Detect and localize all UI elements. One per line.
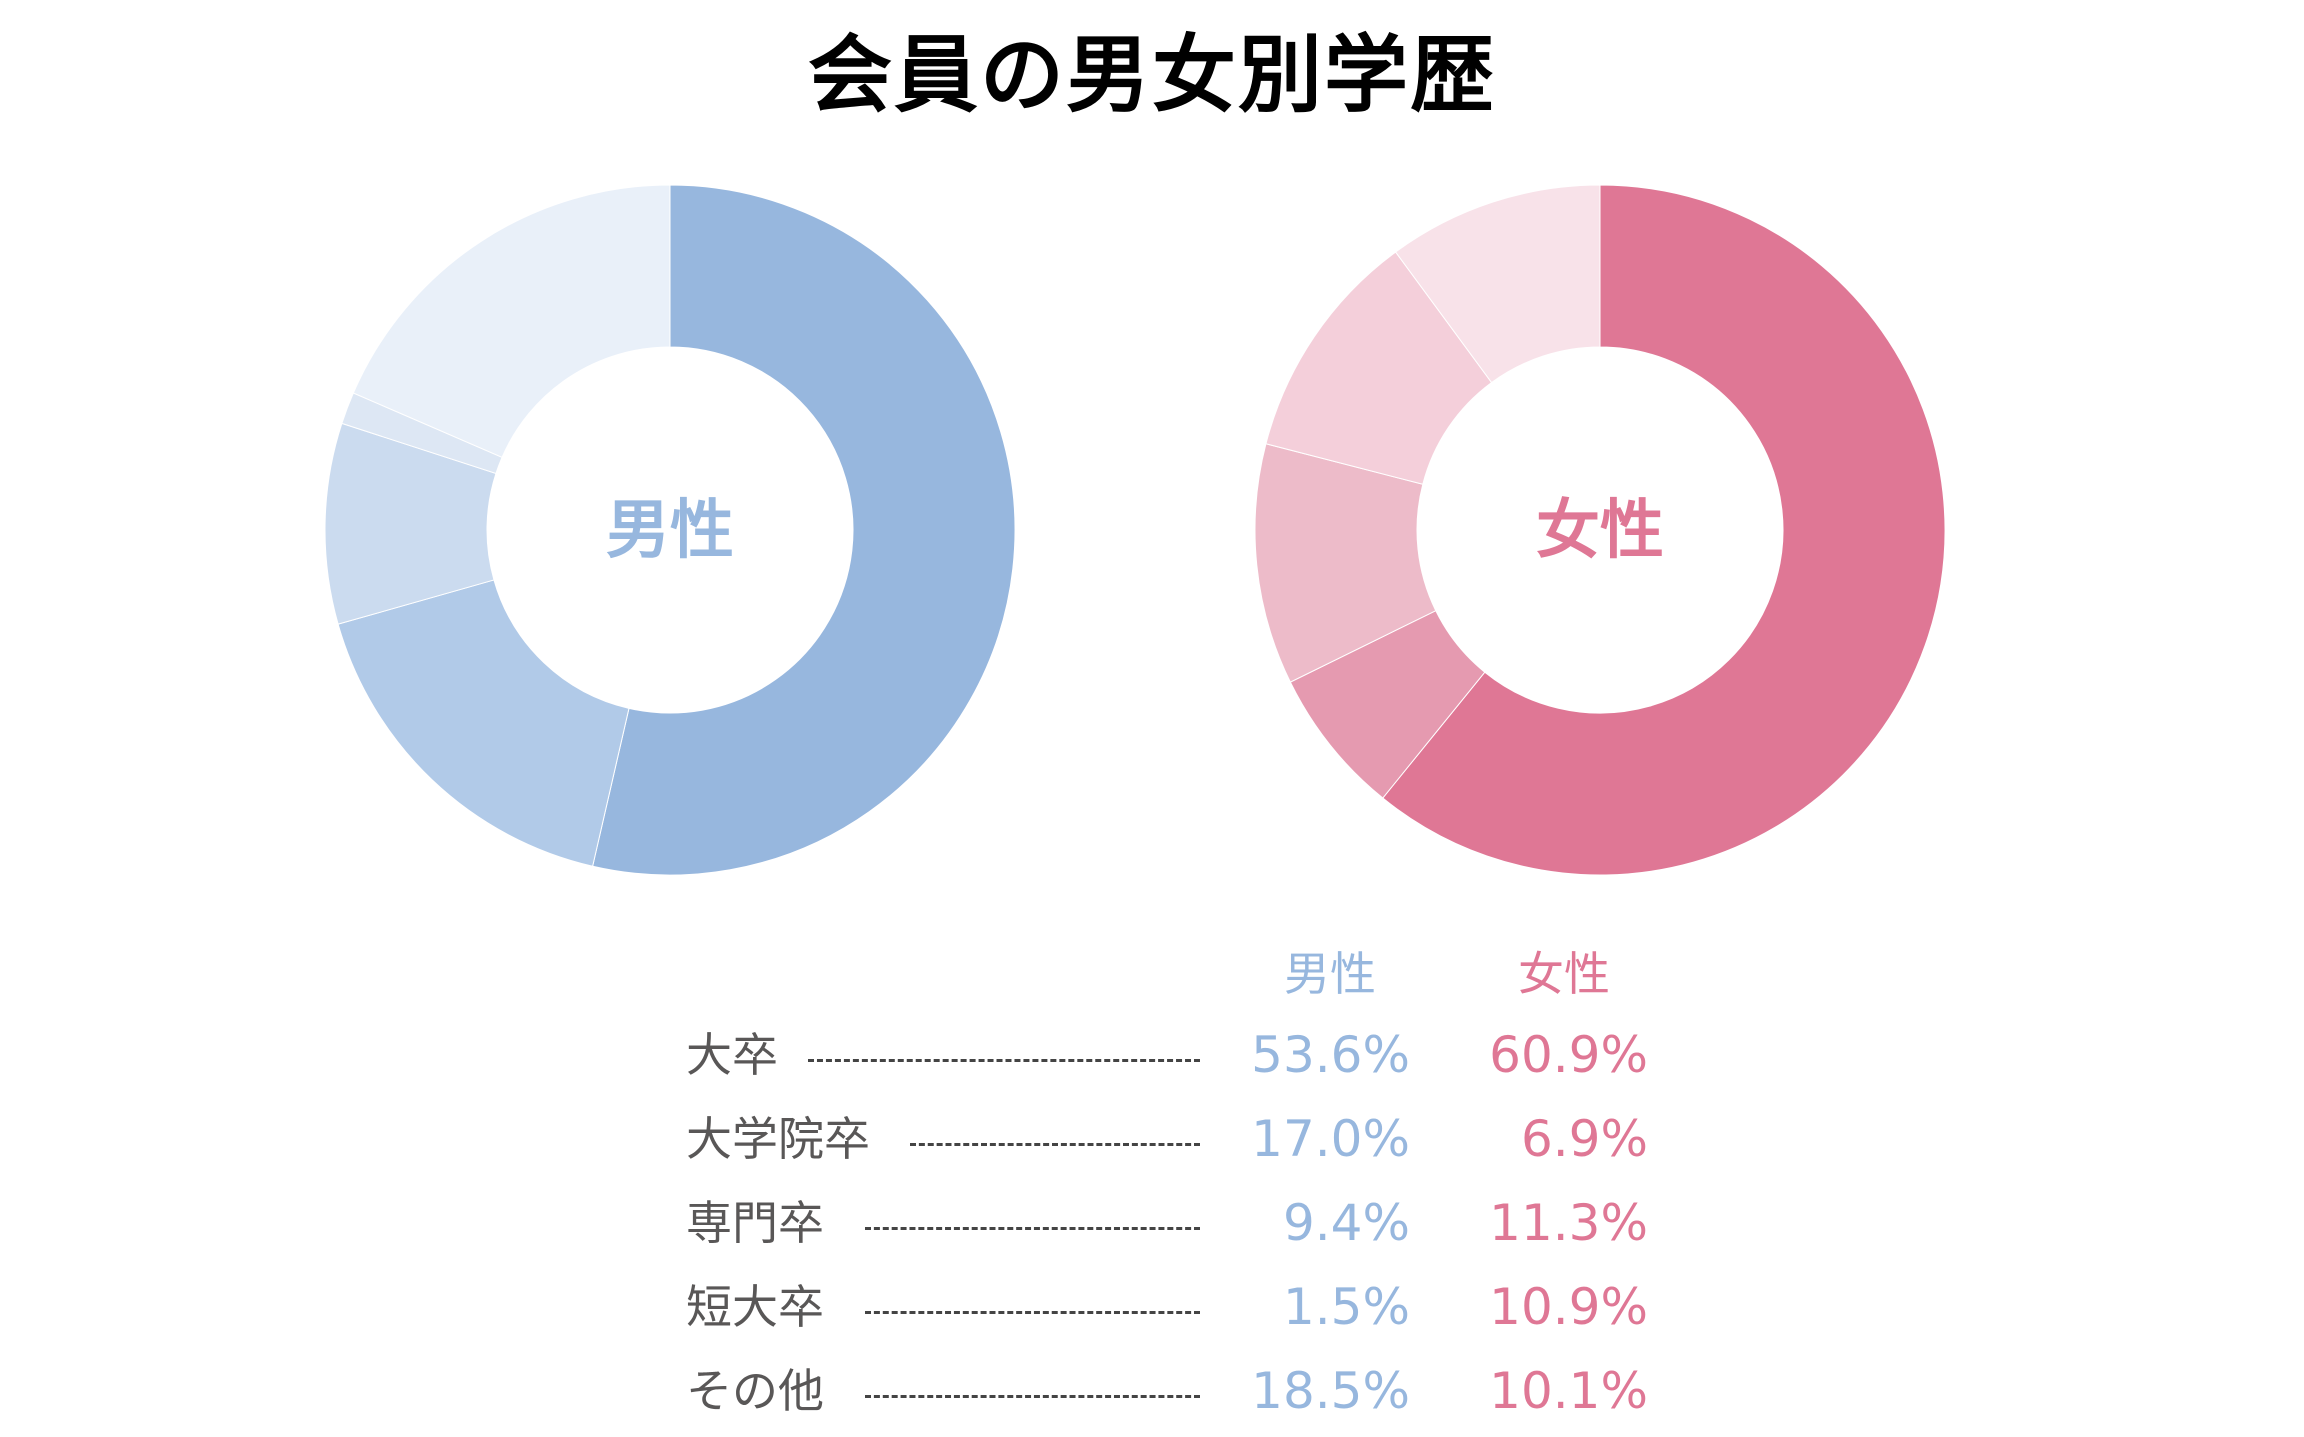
table-row: 短大卒 1.5% 10.9%	[0, 1272, 2304, 1342]
row-label: その他	[686, 1364, 824, 1418]
column-header-male: 男性	[1284, 947, 1376, 1001]
male-value: 18.5%	[1251, 1362, 1410, 1420]
female-center-label: 女性	[1536, 494, 1664, 568]
leader-dots	[865, 1227, 1200, 1230]
row-label: 専門卒	[686, 1196, 824, 1250]
column-header-female: 女性	[1518, 947, 1610, 1001]
male-value: 17.0%	[1251, 1110, 1410, 1168]
female-value: 10.9%	[1489, 1278, 1648, 1336]
leader-dots	[910, 1143, 1200, 1146]
female-value: 60.9%	[1489, 1026, 1648, 1084]
row-label: 短大卒	[686, 1280, 824, 1334]
female-value: 11.3%	[1489, 1194, 1648, 1252]
male-slice-1	[592, 184, 1016, 876]
table-row: 大学院卒 17.0% 6.9%	[0, 1104, 2304, 1174]
leader-dots	[865, 1395, 1200, 1398]
row-label: 大学院卒	[686, 1112, 870, 1166]
table-row: 大卒 53.6% 60.9%	[0, 1020, 2304, 1090]
male-slice-5	[352, 184, 671, 458]
male-donut-chart: 男性	[324, 184, 1016, 876]
table-row: 専門卒 9.4% 11.3%	[0, 1188, 2304, 1258]
male-value: 1.5%	[1282, 1278, 1410, 1336]
male-value: 53.6%	[1251, 1026, 1410, 1084]
male-slice-2	[337, 579, 630, 867]
female-slice-5	[1394, 184, 1601, 384]
table-row: その他 18.5% 10.1%	[0, 1356, 2304, 1426]
row-label: 大卒	[686, 1028, 778, 1082]
female-slice-1	[1382, 184, 1946, 876]
male-value: 9.4%	[1282, 1194, 1410, 1252]
female-value: 10.1%	[1489, 1362, 1648, 1420]
male-center-label: 男性	[606, 494, 734, 568]
leader-dots	[808, 1059, 1200, 1062]
page-title: 会員の男女別学歴	[807, 26, 1496, 124]
female-donut-chart: 女性	[1254, 184, 1946, 876]
female-value: 6.9%	[1520, 1110, 1648, 1168]
leader-dots	[865, 1311, 1200, 1314]
